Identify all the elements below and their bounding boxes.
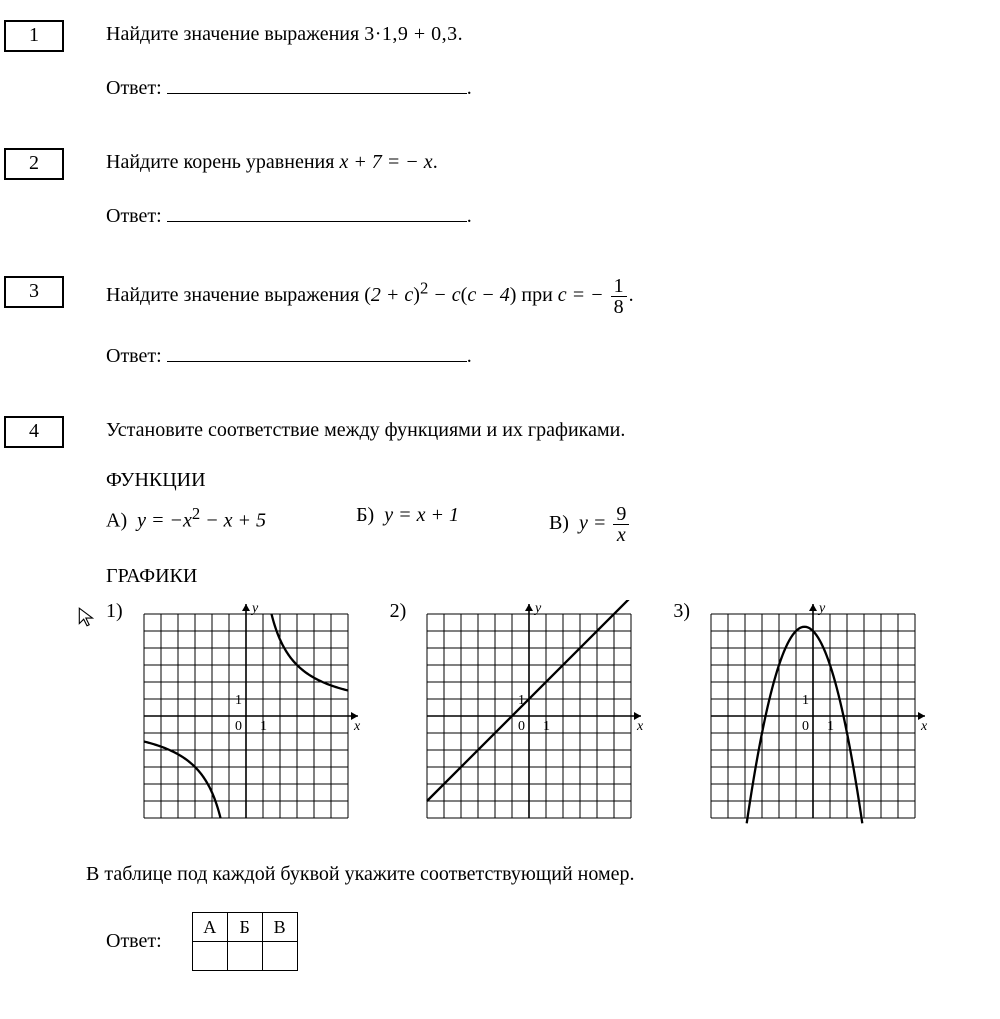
function-b: Б) y = x + 1 bbox=[356, 504, 459, 545]
svg-text:1: 1 bbox=[543, 719, 550, 734]
answer-line: Ответ: . bbox=[106, 341, 980, 368]
prompt-post: . bbox=[458, 23, 463, 45]
answer-line: Ответ: . bbox=[106, 73, 980, 100]
prompt: Найдите значение выражения 3·1,9 + 0,3. bbox=[106, 20, 980, 49]
svg-text:y: y bbox=[533, 601, 542, 616]
problem-number-box: 2 bbox=[4, 148, 64, 180]
graph-svg-2: 011yx bbox=[415, 600, 645, 845]
prompt-pre: Найдите значение выражения bbox=[106, 23, 364, 45]
answer-table-row: Ответ: А Б В bbox=[106, 912, 980, 971]
answer-blank[interactable] bbox=[167, 341, 467, 362]
answer-label: Ответ: bbox=[106, 930, 162, 953]
svg-text:y: y bbox=[250, 601, 259, 616]
answer-blank[interactable] bbox=[167, 73, 467, 94]
table-header-a: А bbox=[192, 913, 227, 942]
func-letter: Б) bbox=[356, 504, 374, 526]
prompt-post: . bbox=[629, 284, 634, 306]
graphs-header: ГРАФИКИ bbox=[106, 565, 980, 588]
table-cell-a[interactable] bbox=[192, 942, 227, 971]
problem-number-box: 4 bbox=[4, 416, 64, 448]
svg-text:0: 0 bbox=[235, 719, 242, 734]
problem-content: Найдите корень уравнения x + 7 = − x. От… bbox=[106, 148, 980, 248]
frac-den: x bbox=[613, 525, 629, 545]
svg-text:x: x bbox=[920, 719, 928, 734]
function-c: В) y = 9x bbox=[549, 504, 631, 545]
table-header-b: Б bbox=[227, 913, 262, 942]
graph-svg-1: 0 1 1 y x bbox=[132, 600, 362, 845]
graph-svg-3: 0 1 1 y x bbox=[699, 600, 929, 845]
cond-pre: при bbox=[521, 284, 557, 306]
table-cell-c[interactable] bbox=[262, 942, 297, 971]
expr-main: (2 + c) bbox=[364, 284, 420, 306]
expr-tail: − c(c − 4) bbox=[428, 284, 516, 306]
func-sup: 2 bbox=[192, 504, 200, 523]
svg-text:1: 1 bbox=[802, 693, 809, 708]
cursor-icon bbox=[76, 606, 98, 628]
cond-var: c = − bbox=[558, 284, 604, 306]
frac-num: 1 bbox=[611, 276, 627, 297]
graph-3: 3) 0 1 1 y x bbox=[673, 600, 929, 845]
fraction: 9x bbox=[613, 504, 629, 545]
prompt-post: . bbox=[433, 151, 438, 173]
graph-label: 1) bbox=[106, 600, 123, 623]
func-letter: А) bbox=[106, 510, 127, 532]
problem-number-box: 1 bbox=[4, 20, 64, 52]
table-cell-b[interactable] bbox=[227, 942, 262, 971]
function-a: А) y = −x2 − x + 5 bbox=[106, 504, 266, 545]
svg-text:0: 0 bbox=[518, 719, 525, 734]
svg-text:0: 0 bbox=[802, 719, 809, 734]
functions-row: А) y = −x2 − x + 5 Б) y = x + 1 В) y = 9… bbox=[106, 504, 980, 545]
graph-label: 2) bbox=[390, 600, 407, 623]
frac-den: 8 bbox=[611, 297, 627, 317]
problem-4: 4 Установите соответствие между функциям… bbox=[0, 416, 980, 971]
prompt-pre: Найдите корень уравнения bbox=[106, 151, 339, 173]
table-header-c: В bbox=[262, 913, 297, 942]
prompt: Установите соответствие между функциями … bbox=[106, 416, 980, 445]
graphs-row: 1) 0 1 1 y x 2) 0 1 1 y x 3) 0 1 1 y x bbox=[106, 600, 980, 845]
prompt: Найдите корень уравнения x + 7 = − x. bbox=[106, 148, 980, 177]
func-letter: В) bbox=[549, 512, 569, 534]
svg-text:1: 1 bbox=[260, 719, 267, 734]
expression: x + 7 = − x bbox=[339, 151, 432, 173]
problem-2: 2 Найдите корень уравнения x + 7 = − x. … bbox=[0, 148, 980, 248]
problem-content: Установите соответствие между функциями … bbox=[106, 416, 980, 971]
answer-blank[interactable] bbox=[167, 201, 467, 222]
problem-content: Найдите значение выражения (2 + c)2 − c(… bbox=[106, 276, 980, 388]
frac-num: 9 bbox=[613, 504, 629, 525]
graph-2: 2) 011yx bbox=[390, 600, 646, 845]
func-expr: y = −x bbox=[137, 510, 192, 532]
functions-header: ФУНКЦИИ bbox=[106, 469, 980, 492]
problem-3: 3 Найдите значение выражения (2 + c)2 − … bbox=[0, 276, 980, 388]
problem-1: 1 Найдите значение выражения 3·1,9 + 0,3… bbox=[0, 20, 980, 120]
answer-label: Ответ: bbox=[106, 345, 162, 367]
answer-table: А Б В bbox=[192, 912, 298, 971]
expression: 3·1,9 + 0,3 bbox=[364, 23, 457, 45]
prompt-pre: Найдите значение выражения bbox=[106, 284, 364, 306]
svg-text:y: y bbox=[817, 601, 826, 616]
graph-label: 3) bbox=[673, 600, 690, 623]
prompt: Найдите значение выражения (2 + c)2 − c(… bbox=[106, 276, 980, 317]
func-expr: y = x + 1 bbox=[384, 504, 459, 526]
answer-label: Ответ: bbox=[106, 205, 162, 227]
func-expr: y = bbox=[579, 512, 611, 534]
fraction: 1 8 bbox=[611, 276, 627, 317]
after-graphs-text: В таблице под каждой буквой укажите соот… bbox=[86, 863, 980, 886]
func-rest: − x + 5 bbox=[200, 510, 266, 532]
problem-content: Найдите значение выражения 3·1,9 + 0,3. … bbox=[106, 20, 980, 120]
svg-text:1: 1 bbox=[827, 719, 834, 734]
answer-label: Ответ: bbox=[106, 77, 162, 99]
svg-text:1: 1 bbox=[235, 693, 242, 708]
graph-1: 1) 0 1 1 y x bbox=[106, 600, 362, 845]
answer-line: Ответ: . bbox=[106, 201, 980, 228]
svg-text:x: x bbox=[636, 719, 644, 734]
problem-number-box: 3 bbox=[4, 276, 64, 308]
svg-text:x: x bbox=[353, 719, 361, 734]
